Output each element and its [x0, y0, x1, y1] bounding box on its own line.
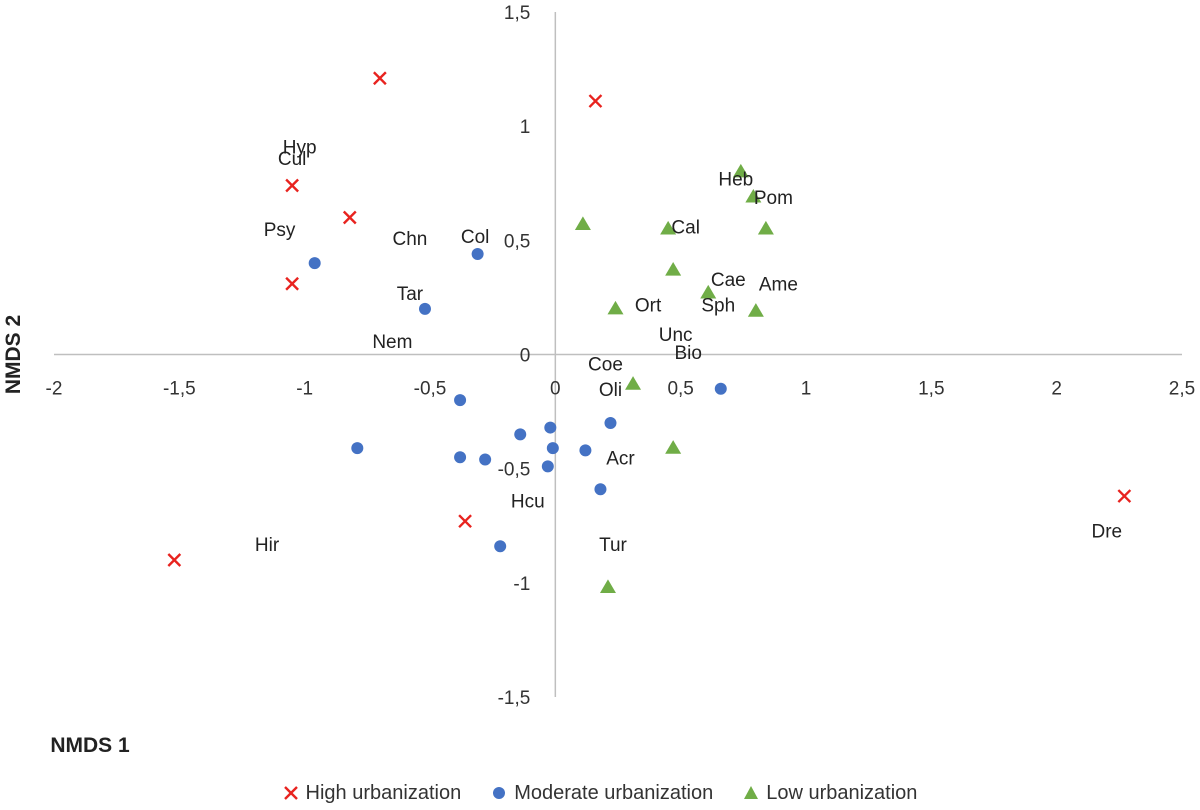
moderate-urbanization-point [471, 248, 484, 261]
moderate-urbanization-point [454, 394, 467, 407]
x-tick-label: -1,5 [163, 379, 196, 400]
species-label: Pom [754, 188, 793, 209]
moderate-urbanization-point [541, 460, 554, 473]
low-urbanization-point [607, 300, 624, 315]
moderate-urbanization-point [514, 428, 527, 441]
legend-item: Moderate urbanization [491, 782, 713, 805]
moderate-urbanization-point [308, 257, 321, 270]
species-label: Unc [659, 325, 693, 346]
y-tick-label: -1 [513, 574, 530, 595]
moderate-urbanization-point [418, 302, 431, 315]
high-urbanization-point [1117, 489, 1132, 503]
circle-marker-icon [493, 787, 506, 799]
species-label: Acr [606, 448, 635, 469]
species-label: Coe [588, 355, 623, 376]
y-tick-label: -0,5 [498, 460, 531, 481]
y-tick-label: 1 [520, 117, 531, 138]
y-axis-title: NMDS 2 [2, 315, 25, 394]
species-label: Ort [635, 295, 662, 316]
species-label: Chn [393, 229, 428, 250]
x-tick-label: 1,5 [918, 379, 944, 400]
moderate-urbanization-point [494, 540, 507, 553]
low-urbanization-point [665, 262, 682, 276]
moderate-urbanization-point [544, 421, 557, 434]
species-label: Hcu [511, 492, 545, 513]
low-urbanization-point [665, 440, 682, 454]
tick-labels: -2 -1,5 -1 -0,5 0 0,5 1 1,5 2 2,5 1,5 1 0,5 0 -0,5 -1 -1… [46, 3, 1196, 709]
x-tick-label: -2 [46, 379, 63, 400]
x-tick-label: 2,5 [1169, 379, 1195, 400]
legend: High urbanization Moderate urbanization Lo… [0, 778, 1200, 808]
species-label: Sph [701, 295, 735, 316]
x-tick-label: -1 [296, 379, 313, 400]
species-label: Nem [372, 332, 412, 353]
moderate-urbanization-point [351, 442, 364, 455]
low-urbanization-point [660, 220, 677, 235]
moderate-urbanization-point [604, 417, 617, 429]
species-label: Heb [718, 170, 753, 191]
high-urbanization-point [285, 276, 299, 291]
moderate-urbanization-point [454, 451, 467, 464]
legend-item: Low urbanization [743, 782, 917, 805]
legend-label: Low urbanization [766, 781, 918, 804]
legend-label: Moderate urbanization [514, 781, 714, 804]
species-label: Tur [599, 535, 627, 556]
high-urbanization-point [342, 210, 357, 225]
legend-label: High urbanization [305, 781, 462, 804]
species-label: Cal [671, 218, 700, 239]
species-label: Cul [278, 149, 307, 170]
species-label: Hir [255, 535, 280, 556]
moderate-urbanization-point [594, 483, 607, 496]
moderate-urbanization-point [579, 444, 592, 457]
species-label: Col [461, 227, 490, 248]
y-tick-label: -1,5 [498, 688, 531, 709]
x-tick-label: 0 [550, 379, 561, 400]
moderate-urbanization-point [714, 382, 727, 395]
species-label: Dre [1091, 521, 1122, 542]
low-urbanization-point [732, 163, 749, 178]
low-urbanization-point [574, 216, 591, 230]
x-tick-label: 1 [801, 379, 812, 400]
high-urbanization-point [458, 514, 472, 529]
high-urbanization-point [167, 553, 182, 567]
high-urbanization-point [588, 94, 603, 108]
x-axis-title: NMDS 1 [50, 734, 130, 757]
species-label: Tar [397, 284, 424, 305]
y-tick-label: 1,5 [504, 3, 530, 24]
axes [54, 12, 1182, 697]
y-tick-label: 0,5 [504, 231, 530, 252]
species-label: Psy [264, 220, 296, 241]
species-label: Bio [674, 343, 701, 364]
triangle-marker-icon [744, 786, 759, 799]
nmds-scatter-chart: -2 -1,5 -1 -0,5 0 0,5 1 1,5 2 2,5 1,5 1 0,5 0 -0,5 -1 -1… [2, 3, 1196, 757]
species-label: Ame [759, 275, 798, 296]
low-urbanization-point [757, 220, 774, 235]
low-urbanization-point [599, 579, 616, 593]
x-tick-label: 2 [1051, 379, 1062, 400]
legend-item: High urbanization [283, 781, 462, 805]
high-urbanization-point [373, 71, 387, 86]
species-label: Oli [599, 380, 622, 401]
low-urbanization-point [625, 376, 642, 390]
species-label: Cae [711, 270, 746, 291]
x-tick-label: -0,5 [414, 379, 447, 400]
y-tick-label: 0 [520, 346, 531, 367]
high-urbanization-point [285, 178, 299, 193]
low-urbanization-point [700, 284, 717, 299]
x-marker-icon [283, 786, 298, 800]
species-label: Hyp [283, 138, 317, 159]
moderate-urbanization-point [479, 453, 492, 466]
moderate-urbanization-point [546, 442, 559, 455]
x-tick-label: 0,5 [667, 379, 693, 400]
data-points [167, 71, 1132, 593]
low-urbanization-point [747, 303, 764, 317]
low-urbanization-point [745, 188, 762, 203]
